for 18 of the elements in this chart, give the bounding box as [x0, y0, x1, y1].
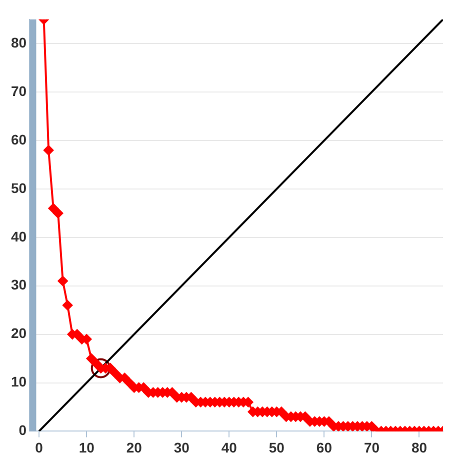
y-tick-label: 60 — [10, 131, 27, 148]
x-tick-label: 70 — [364, 439, 380, 456]
x-tick-label: 0 — [35, 439, 44, 456]
y-tick-label: 80 — [10, 34, 27, 50]
y-tick-label: 10 — [10, 374, 27, 390]
x-tick-label: 40 — [221, 439, 238, 456]
y-tick-label: 50 — [10, 180, 27, 196]
x-tick-label: 80 — [411, 439, 428, 456]
x-tick-label: 30 — [174, 439, 190, 456]
x-tick-label: 50 — [268, 439, 285, 456]
y-tick-label: 40 — [10, 228, 27, 244]
x-tick-label: 10 — [78, 439, 95, 456]
y-tick-label: 70 — [10, 82, 27, 99]
y-tick-label: 20 — [10, 325, 27, 342]
y-tick-label: 0 — [18, 422, 27, 438]
x-tick-label: 60 — [316, 439, 332, 456]
y-tick-label: 30 — [10, 276, 27, 293]
x-tick-label: 20 — [126, 439, 142, 456]
